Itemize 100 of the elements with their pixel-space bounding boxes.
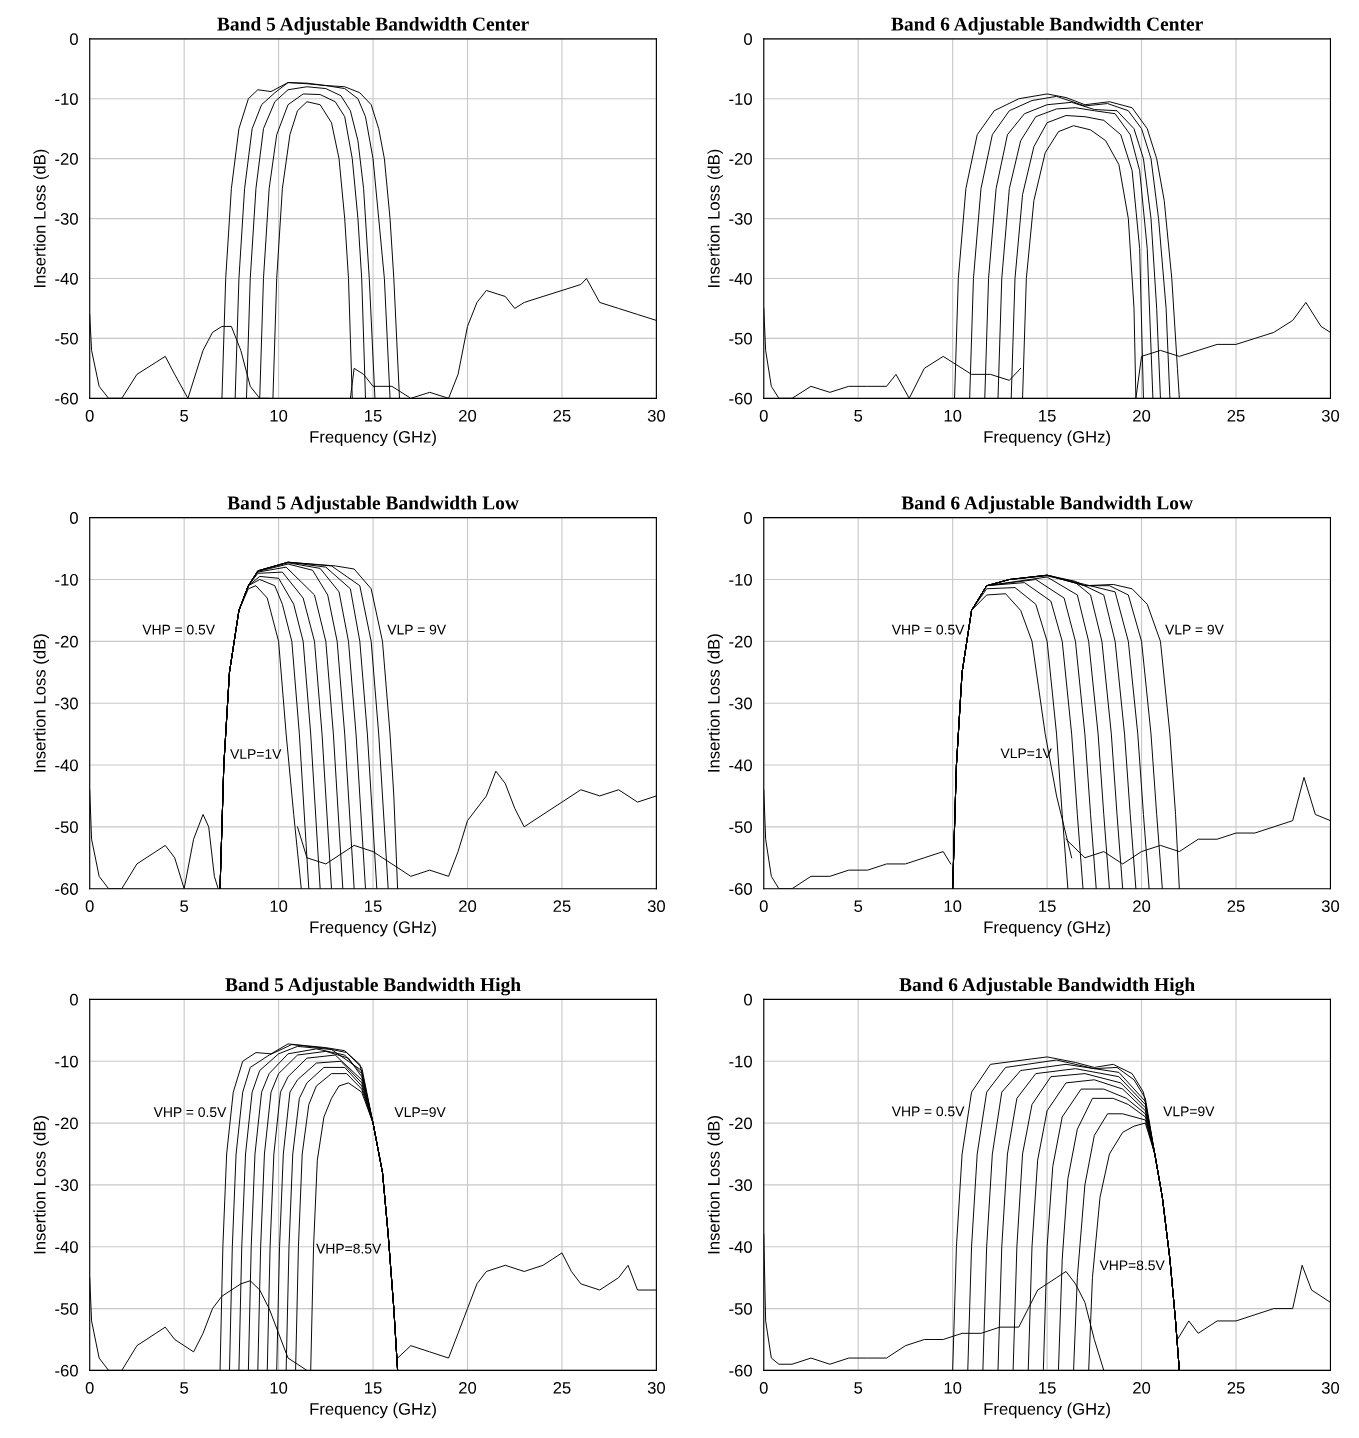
x-tick-label: 30 — [647, 409, 666, 422]
x-tick-label: 15 — [365, 1382, 382, 1394]
x-tick-label: 5 — [180, 1382, 189, 1394]
annotation: VLP=9V — [394, 1107, 446, 1118]
x-tick-label: 30 — [1321, 409, 1340, 422]
x-tick-label: 15 — [365, 900, 382, 913]
chart-title: Band 6 Adjustable Bandwidth High — [899, 977, 1195, 996]
y-tick-label: -10 — [55, 93, 78, 105]
y-tick-label: 0 — [69, 512, 78, 524]
y-axis-title: Insertion Loss (dB) — [707, 634, 723, 772]
y-tick-label: -50 — [55, 1302, 78, 1315]
y-axis-title: Insertion Loss (dB) — [707, 149, 723, 287]
y-axis-title: Insertion Loss (dB) — [33, 1116, 49, 1254]
x-axis-title: Frequency (GHz) — [984, 430, 1110, 447]
x-tick-label: 25 — [553, 1381, 571, 1394]
annotation: VLP = 9V — [387, 624, 447, 635]
x-tick-label: 30 — [1321, 1381, 1340, 1394]
chart-title: Band 5 Adjustable Bandwidth Low — [227, 495, 519, 514]
x-tick-label: 5 — [854, 900, 863, 913]
x-tick-label: 5 — [854, 1382, 863, 1394]
y-tick-label: -30 — [55, 212, 78, 225]
y-tick-label: -60 — [55, 1364, 78, 1377]
y-tick-label: -20 — [729, 1117, 752, 1130]
x-tick-label: 0 — [759, 1381, 768, 1394]
x-tick-label: 15 — [365, 410, 382, 422]
x-tick-label: 10 — [944, 1381, 962, 1394]
annotation: VHP = 0.5V — [142, 624, 215, 635]
x-tick-label: 5 — [180, 900, 189, 913]
chart-title: Band 5 Adjustable Bandwidth Center — [217, 17, 529, 35]
annotation: VLP=9V — [1163, 1106, 1215, 1117]
y-tick-label: -30 — [729, 697, 752, 710]
y-tick-label: -20 — [729, 635, 752, 648]
y-tick-label: -20 — [729, 153, 752, 165]
y-tick-label: -10 — [729, 573, 752, 586]
x-tick-label: 10 — [270, 409, 288, 422]
y-tick-label: 0 — [69, 993, 78, 1006]
y-axis-title: Insertion Loss (dB) — [33, 149, 49, 287]
y-tick-label: -40 — [729, 272, 752, 285]
chart-title: Band 5 Adjustable Bandwidth High — [225, 977, 521, 996]
x-axis-title: Frequency (GHz) — [310, 430, 436, 447]
x-tick-label: 30 — [1321, 900, 1340, 913]
x-tick-label: 30 — [647, 900, 666, 913]
x-tick-label: 0 — [759, 409, 768, 422]
chart-title: Band 6 Adjustable Bandwidth Center — [891, 17, 1203, 35]
x-tick-label: 15 — [1039, 900, 1056, 913]
y-tick-label: -10 — [729, 1055, 752, 1068]
x-tick-label: 20 — [1133, 900, 1151, 913]
y-tick-label: -60 — [55, 883, 78, 895]
x-tick-label: 25 — [1227, 900, 1245, 913]
x-axis-title: Frequency (GHz) — [984, 920, 1110, 937]
y-tick-label: -40 — [729, 759, 752, 772]
annotation: VHP = 0.5V — [891, 624, 965, 635]
x-tick-label: 10 — [944, 900, 962, 913]
x-tick-label: 30 — [647, 1381, 666, 1394]
y-axis-title: Insertion Loss (dB) — [707, 1116, 723, 1254]
y-tick-label: 0 — [744, 33, 752, 46]
y-tick-label: -60 — [729, 1364, 752, 1377]
chart-title: Band 6 Adjustable Bandwidth Low — [901, 495, 1193, 514]
x-axis-title: Frequency (GHz) — [310, 920, 436, 937]
x-tick-label: 20 — [1133, 409, 1151, 422]
annotation: VLP=1V — [1000, 748, 1052, 758]
x-tick-label: 20 — [1133, 1381, 1151, 1394]
y-tick-label: -10 — [55, 573, 78, 586]
x-tick-label: 20 — [459, 1381, 477, 1394]
y-tick-label: -50 — [729, 1302, 752, 1315]
y-tick-label: -40 — [55, 272, 78, 285]
y-tick-label: -50 — [729, 332, 752, 345]
y-tick-label: -60 — [55, 392, 78, 405]
y-tick-label: -60 — [729, 392, 752, 405]
x-tick-label: 0 — [759, 900, 768, 913]
y-tick-label: -30 — [729, 212, 752, 225]
x-tick-label: 25 — [1227, 409, 1245, 422]
x-tick-label: 10 — [270, 900, 288, 913]
y-tick-label: -20 — [55, 1117, 78, 1130]
x-axis-title: Frequency (GHz) — [310, 1402, 436, 1419]
y-tick-label: -30 — [729, 1179, 752, 1192]
x-tick-label: 20 — [459, 409, 477, 422]
x-tick-label: 15 — [1039, 410, 1056, 422]
y-tick-label: -10 — [729, 93, 752, 105]
y-tick-label: -40 — [55, 1241, 78, 1253]
x-tick-label: 0 — [85, 900, 94, 913]
y-tick-label: -50 — [55, 821, 78, 834]
x-axis-title: Frequency (GHz) — [984, 1402, 1110, 1419]
y-tick-label: -50 — [729, 821, 752, 834]
y-tick-label: -30 — [55, 1179, 78, 1192]
x-tick-label: 25 — [1227, 1381, 1245, 1394]
x-tick-label: 10 — [270, 1381, 288, 1394]
y-tick-label: -50 — [55, 332, 78, 345]
y-tick-label: -20 — [55, 153, 78, 165]
y-tick-label: -60 — [729, 883, 752, 895]
annotation: VHP = 0.5V — [891, 1106, 965, 1117]
annotation: VLP = 9V — [1165, 624, 1224, 635]
x-tick-label: 25 — [553, 409, 571, 422]
x-tick-label: 15 — [1039, 1382, 1056, 1394]
x-tick-label: 25 — [553, 900, 571, 913]
y-tick-label: -40 — [729, 1241, 752, 1253]
y-tick-label: 0 — [744, 512, 752, 524]
annotation: VLP=1V — [230, 749, 282, 759]
y-tick-label: -30 — [55, 697, 78, 710]
x-tick-label: 20 — [459, 900, 477, 913]
